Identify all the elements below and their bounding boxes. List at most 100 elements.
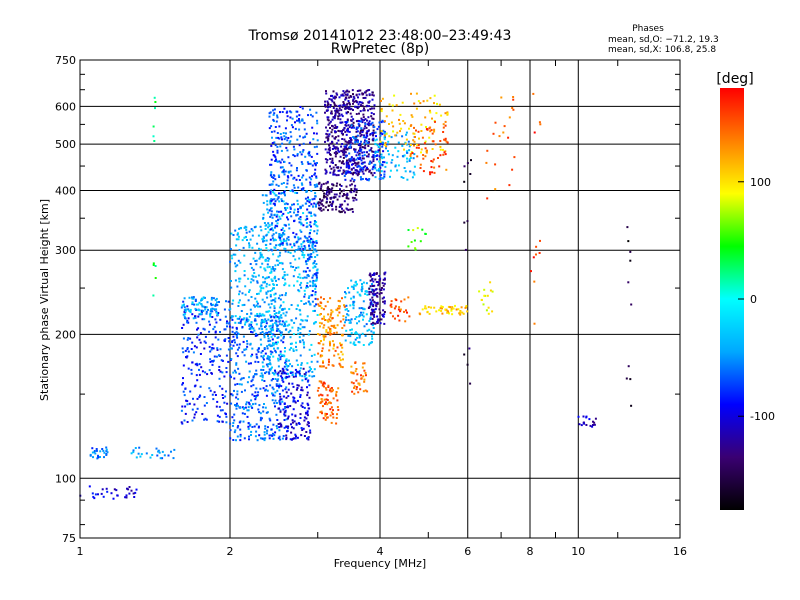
data-point — [376, 158, 379, 161]
data-point — [360, 101, 363, 104]
data-point — [363, 146, 366, 149]
data-point — [99, 450, 102, 453]
data-point — [339, 203, 342, 206]
data-point — [357, 105, 360, 108]
data-point — [301, 118, 304, 121]
data-point — [277, 378, 280, 381]
data-point — [324, 319, 327, 321]
data-point — [356, 90, 359, 92]
data-point — [292, 184, 295, 187]
data-point — [347, 171, 350, 174]
data-point — [300, 362, 303, 365]
data-point — [259, 412, 262, 415]
data-point — [274, 297, 277, 300]
data-point — [355, 198, 358, 201]
data-point — [329, 408, 332, 411]
data-point — [323, 338, 325, 341]
data-point — [319, 354, 322, 357]
data-point — [292, 266, 295, 268]
data-point — [441, 307, 443, 310]
data-point — [285, 292, 287, 295]
data-point — [286, 110, 289, 113]
data-point — [91, 451, 94, 454]
data-point — [97, 456, 100, 459]
data-point — [274, 126, 277, 128]
data-point — [313, 173, 316, 176]
data-point — [255, 394, 258, 397]
data-point — [239, 439, 242, 442]
data-point — [351, 208, 354, 210]
data-point — [286, 405, 289, 408]
data-point — [317, 182, 320, 185]
data-point — [229, 260, 232, 263]
data-point — [301, 402, 304, 405]
data-point — [293, 284, 295, 287]
y-tick-label: 75 — [62, 532, 76, 545]
data-point — [308, 258, 311, 261]
data-point — [400, 176, 403, 179]
data-point — [371, 283, 373, 286]
data-point — [209, 350, 212, 353]
data-point — [508, 184, 511, 187]
data-point — [350, 157, 353, 160]
data-point — [315, 263, 318, 265]
data-point — [341, 150, 344, 153]
data-point — [239, 261, 242, 264]
data-point — [300, 386, 303, 389]
data-point — [425, 126, 427, 128]
data-point — [383, 322, 386, 325]
data-point — [326, 403, 329, 406]
data-point — [386, 143, 389, 146]
data-point — [332, 184, 335, 187]
data-point — [494, 121, 497, 124]
data-point — [265, 194, 268, 197]
data-point — [365, 94, 368, 97]
data-point — [237, 425, 240, 427]
data-point — [322, 405, 324, 408]
data-point — [187, 317, 190, 320]
data-point — [239, 428, 242, 431]
data-point — [211, 360, 214, 362]
data-point — [278, 254, 281, 257]
data-point — [532, 256, 535, 259]
data-point — [462, 312, 465, 315]
data-point — [355, 120, 358, 123]
data-point — [289, 190, 292, 192]
data-point — [302, 341, 305, 344]
data-point — [345, 166, 348, 169]
data-point — [279, 331, 282, 334]
data-point — [270, 144, 273, 147]
data-point — [115, 489, 118, 492]
data-point — [428, 109, 431, 112]
data-point — [306, 319, 308, 322]
data-point — [364, 144, 367, 147]
data-point — [317, 342, 320, 345]
data-point — [304, 202, 307, 205]
data-point — [327, 313, 330, 316]
data-point — [280, 198, 283, 201]
data-point — [305, 263, 308, 266]
data-point — [320, 307, 323, 310]
data-point — [232, 422, 235, 424]
data-point — [238, 421, 241, 424]
data-point — [329, 165, 331, 168]
data-point — [355, 280, 357, 283]
data-point — [292, 348, 295, 351]
data-point — [336, 126, 339, 128]
data-point — [354, 169, 357, 172]
data-point — [280, 210, 283, 213]
data-point — [154, 101, 157, 103]
data-point — [326, 151, 329, 154]
data-point — [269, 192, 272, 195]
data-point — [349, 179, 352, 182]
data-point — [310, 155, 313, 158]
data-point — [266, 355, 269, 358]
data-point — [210, 296, 213, 299]
data-point — [277, 259, 280, 262]
data-point — [269, 369, 272, 372]
data-point — [387, 153, 390, 156]
data-point — [630, 404, 633, 407]
data-point — [348, 106, 351, 109]
data-point — [286, 149, 289, 152]
data-point — [347, 107, 350, 110]
